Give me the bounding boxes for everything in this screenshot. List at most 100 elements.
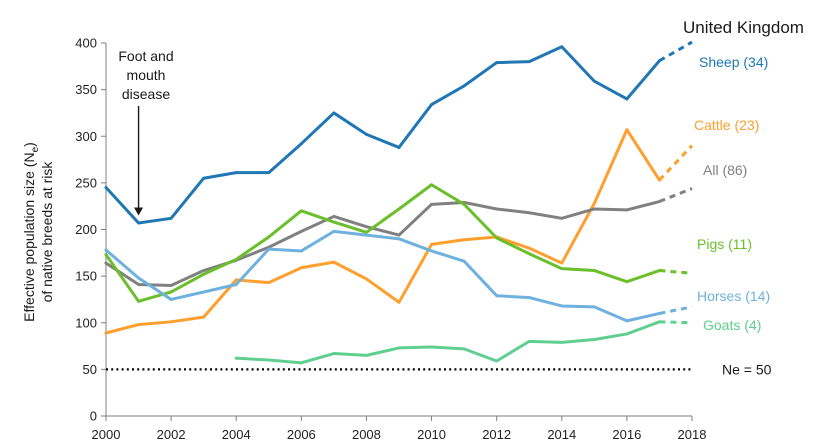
pigs-series-label: Pigs (11)	[697, 236, 752, 252]
y-tick-label: 350	[75, 82, 97, 97]
cattle-data-point	[299, 266, 303, 270]
cattle-data-point	[658, 178, 661, 182]
all-data-point	[365, 225, 368, 229]
horses-data-point	[169, 298, 173, 301]
y-tick-label: 400	[75, 36, 97, 51]
cattle-data-point	[267, 281, 271, 285]
all-data-point	[560, 216, 564, 220]
pigs-data-point	[299, 209, 303, 213]
pigs-data-point	[104, 253, 108, 257]
goats-data-point	[267, 358, 271, 362]
goats-series-label: Goats (4)	[703, 317, 761, 333]
x-tick-label: 2016	[612, 427, 641, 442]
goats-data-point	[592, 338, 596, 341]
all-data-point	[202, 269, 206, 272]
horses-data-point	[430, 249, 433, 253]
pigs-data-point	[462, 202, 466, 206]
sheep-data-point	[397, 146, 401, 149]
pigs-data-point	[365, 230, 368, 234]
sheep-data-point	[560, 45, 564, 49]
annotation-line-1: Foot and	[118, 48, 173, 64]
series-group	[104, 40, 694, 365]
all-data-point	[495, 207, 499, 211]
goats-data-point	[332, 352, 336, 355]
all-data-point	[397, 233, 401, 237]
sheep-data-point	[234, 171, 238, 175]
all-data-point	[137, 283, 140, 286]
horses-data-point	[560, 304, 564, 308]
annotation-line-2: mouth	[127, 67, 166, 83]
all-series-line	[104, 200, 661, 287]
goats-data-point	[625, 332, 629, 336]
cattle-data-point	[527, 246, 531, 250]
horses-data-point	[527, 296, 531, 299]
horses-data-point	[462, 259, 466, 263]
x-tick-label: 2010	[417, 427, 446, 442]
all-series-label: All (86)	[703, 162, 747, 178]
sheep-data-point	[592, 79, 596, 83]
x-tick-group: 2000 2002 2004 2006 2008 2010 2012 2014 2016 2018	[92, 416, 706, 442]
cattle-data-point	[137, 323, 140, 327]
horses-series-line	[104, 229, 661, 323]
y-tick-label: 300	[75, 129, 97, 144]
x-tick-label: 2002	[157, 427, 186, 442]
horses-data-point	[202, 290, 206, 294]
horses-data-point	[137, 276, 140, 280]
annotation-arrow-head	[134, 207, 144, 216]
all-data-point	[625, 208, 629, 212]
cattle-data-point	[202, 315, 206, 319]
y-tick-label: 100	[75, 315, 97, 330]
horses-data-point	[658, 312, 661, 315]
pigs-data-point	[234, 257, 238, 261]
goats-series-line	[234, 320, 661, 365]
goats-data-point	[527, 340, 531, 343]
horses-data-point	[267, 247, 271, 251]
pigs-series-line	[104, 183, 661, 303]
cattle-data-point	[397, 300, 401, 304]
y-axis-label-pre: Effective population size (N	[21, 152, 37, 321]
sheep-data-point	[430, 103, 433, 106]
all-data-point	[430, 202, 433, 206]
sheep-data-point	[495, 61, 499, 64]
horses-data-point	[397, 237, 401, 241]
goats-data-point	[430, 345, 433, 349]
x-tick-label: 2006	[287, 427, 316, 442]
y-tick-label: 50	[83, 362, 97, 377]
reference-line-label: Ne = 50	[722, 361, 772, 377]
cattle-data-point	[332, 260, 336, 264]
goats-data-point	[495, 359, 499, 363]
sheep-data-point	[462, 84, 466, 88]
all-data-point	[658, 200, 661, 203]
series-label-group: Sheep (34) Cattle (23) All (86) Pigs (11) Ho…	[694, 54, 770, 333]
y-tick-label: 200	[75, 222, 97, 237]
x-tick-label: 2008	[352, 427, 381, 442]
horses-data-point	[332, 229, 336, 233]
pigs-data-point	[592, 269, 596, 272]
cattle-data-point	[430, 243, 433, 246]
cattle-series-label: Cattle (23)	[694, 117, 759, 133]
goats-projection-line	[659, 320, 693, 325]
axes	[105, 43, 692, 417]
pigs-data-point	[495, 236, 499, 240]
sheep-data-point	[299, 142, 303, 146]
goats-data-point	[658, 320, 661, 324]
all-data-point	[592, 207, 596, 211]
pigs-data-point	[430, 183, 433, 187]
horses-data-point	[299, 249, 303, 253]
pigs-data-point	[658, 269, 661, 272]
goats-data-point	[462, 347, 466, 351]
foot-and-mouth-annotation: Foot and mouth disease	[118, 48, 174, 216]
sheep-data-point	[658, 59, 661, 63]
goats-data-point	[299, 361, 303, 365]
y-axis-label-sub: e	[30, 146, 41, 152]
sheep-data-point	[137, 221, 140, 225]
sheep-data-point	[104, 186, 108, 189]
x-tick-label: 2012	[482, 427, 511, 442]
horses-data-point	[495, 294, 499, 298]
cattle-data-point	[169, 320, 173, 324]
x-tick-label: 2014	[547, 427, 576, 442]
sheep-data-point	[267, 171, 271, 175]
pigs-data-point	[625, 280, 629, 284]
horses-data-point	[104, 248, 108, 252]
